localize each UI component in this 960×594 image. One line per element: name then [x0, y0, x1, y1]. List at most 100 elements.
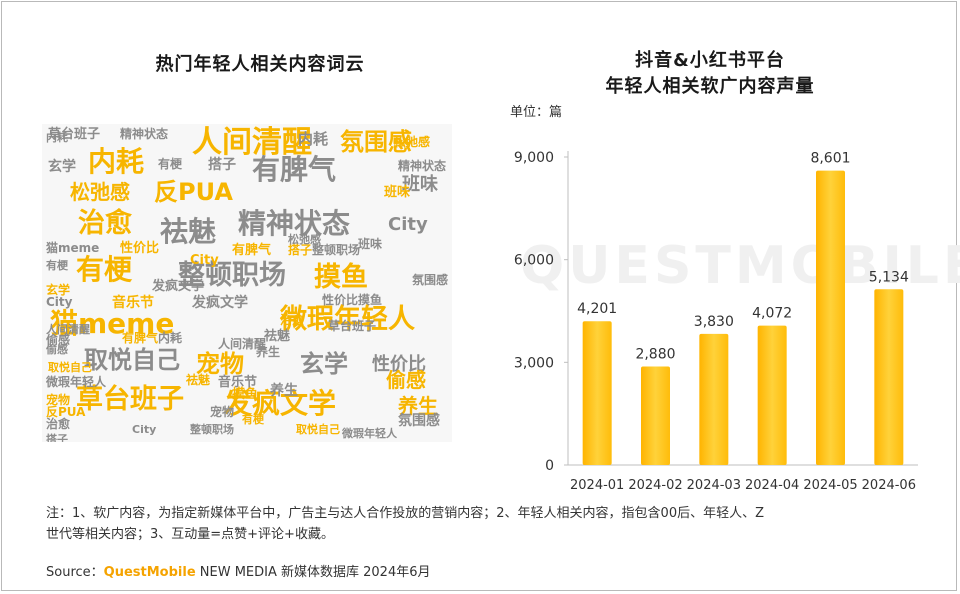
- word-cloud-term: City: [132, 423, 157, 436]
- word-cloud-term: 有脾气: [252, 153, 337, 186]
- word-cloud-term: 玄学: [48, 159, 76, 175]
- word-cloud-term: 氛围感: [340, 128, 412, 156]
- word-cloud-term: 猫meme: [46, 241, 100, 255]
- word-cloud-term: 班味: [384, 185, 411, 200]
- y-tick-label: 0: [545, 458, 554, 474]
- chart-title-line1: 抖音&小红书平台: [635, 50, 785, 71]
- bar-value-label: 8,601: [810, 151, 850, 167]
- word-cloud-term: 有梗: [76, 253, 133, 286]
- bar-value-label: 4,072: [752, 306, 792, 322]
- word-cloud-term: 内耗: [88, 145, 145, 178]
- word-cloud-term: 发疯文学: [152, 279, 205, 294]
- word-cloud-term: 摸鱼: [314, 262, 368, 293]
- word-cloud-term: 养生: [256, 345, 281, 359]
- word-cloud-term: 祛魅: [264, 329, 291, 344]
- word-cloud-term: 宠物: [196, 350, 244, 378]
- bar-2024-05: [816, 170, 845, 465]
- word-cloud-term: 取悦自己: [84, 346, 180, 374]
- word-cloud-term: 人间清醒: [218, 337, 267, 351]
- word-cloud-term: 偷感: [386, 368, 426, 392]
- word-cloud-term: 搭子: [208, 157, 236, 173]
- word-cloud-term: 氛围感: [412, 273, 449, 287]
- word-cloud-term: 有脾气: [232, 243, 272, 258]
- word-cloud-term: 搭子: [46, 433, 68, 442]
- chart-title-line2: 年轻人相关软广内容声量: [605, 76, 815, 97]
- bar-2024-03: [699, 333, 729, 465]
- word-cloud-term: 发疯文学: [224, 387, 337, 420]
- word-cloud-term: 发疯文学: [192, 295, 248, 311]
- x-tick-label: 2024-05: [803, 478, 857, 493]
- word-cloud-term: 有梗: [46, 259, 68, 272]
- source-suffix: NEW MEDIA 新媒体数据库 2024年6月: [195, 565, 431, 580]
- word-cloud-term: 内耗: [158, 331, 183, 345]
- bar-value-label: 5,134: [869, 269, 909, 285]
- word-cloud-term: 摸鱼: [232, 387, 259, 402]
- word-cloud-term: 性价比: [372, 354, 426, 375]
- y-tick-label: 6,000: [514, 253, 554, 269]
- word-cloud-term: 有梗: [242, 413, 264, 426]
- word-cloud-term: 内耗: [46, 131, 68, 144]
- word-cloud-term: 精神状态: [120, 127, 169, 141]
- x-tick-label: 2024-04: [745, 478, 799, 493]
- word-cloud-term: 宠物: [210, 405, 235, 419]
- x-tick-label: 2024-02: [628, 478, 682, 493]
- word-cloud-term: City: [190, 253, 219, 268]
- word-cloud-term: 玄学: [46, 283, 71, 297]
- word-cloud-term: 微瑕年轻人: [342, 427, 397, 440]
- word-cloud-term: 班味: [402, 174, 438, 195]
- word-cloud: 草台班子 精神状态 人间清醒 内耗 氛围感 内耗 有梗 搭子 有脾气 松弛感 反PUA 班味 治愈 祛魅精…: [42, 124, 452, 442]
- word-cloud-term: 性价比: [120, 241, 160, 256]
- word-cloud-term: 微瑕年轻人: [46, 375, 107, 389]
- word-cloud-term: 猫meme: [50, 307, 175, 340]
- word-cloud-term: 草台班子: [48, 127, 101, 142]
- word-cloud-term: 偷感: [46, 333, 71, 347]
- word-cloud-term: 取悦自己: [296, 423, 340, 436]
- word-cloud-term: 反PUA: [46, 405, 86, 419]
- word-cloud-term: 整顿职场: [312, 243, 361, 257]
- footnote-line2: 世代等相关内容；3、互动量=点赞+评论+收藏。: [46, 527, 334, 542]
- bar-2024-02: [641, 366, 670, 465]
- watermark: QUESTMOBILE: [520, 236, 960, 296]
- bar-value-label: 2,880: [635, 346, 675, 362]
- word-cloud-term: 松弛感: [288, 233, 321, 246]
- word-cloud-term: 养生: [270, 383, 298, 399]
- chart-title: 抖音&小红书平台 年轻人相关软广内容声量: [540, 48, 880, 100]
- source-line: Source：QuestMobile NEW MEDIA 新媒体数据库 2024…: [46, 561, 431, 580]
- word-cloud-term: 草台班子: [328, 319, 377, 333]
- word-cloud-term: 松弛感: [394, 135, 431, 149]
- unit-label: 单位：篇: [510, 105, 563, 120]
- word-cloud-term: 人间清醒: [192, 125, 312, 160]
- source-prefix: Source：: [46, 565, 104, 580]
- bar-2024-06: [874, 289, 904, 465]
- word-cloud-term: 微瑕年轻人: [280, 304, 415, 335]
- word-cloud-term: 精神状态: [398, 159, 447, 173]
- word-cloud-term: 内耗: [298, 130, 329, 148]
- word-cloud-term: City: [46, 295, 73, 309]
- word-cloud-term: 反PUA: [154, 178, 233, 206]
- word-cloud-term: 有梗: [158, 157, 183, 171]
- word-cloud-term: 音乐节: [112, 295, 154, 311]
- word-cloud-term: 治愈: [280, 313, 305, 327]
- bar-chart: 0 3,000 6,000 9,000 4,201 2024-01 2,880 2024-02…: [514, 150, 918, 493]
- bar-value-label: 3,830: [694, 314, 734, 330]
- word-cloud-term: 养生: [398, 394, 438, 418]
- word-cloud-term: 性价比: [322, 293, 359, 307]
- word-cloud-term: 祛魅: [186, 373, 211, 387]
- word-cloud-term: 治愈: [46, 417, 71, 431]
- word-cloud-term: 祛魅: [160, 215, 217, 248]
- word-cloud-term: City: [388, 214, 428, 235]
- word-cloud-term: 摸鱼: [358, 293, 383, 307]
- word-cloud-term: 整顿职场: [178, 260, 286, 291]
- word-cloud-term: 音乐节: [218, 375, 258, 390]
- y-tick-label: 9,000: [514, 150, 554, 166]
- y-tick-label: 3,000: [514, 355, 554, 371]
- word-cloud-term: 班味: [358, 237, 383, 251]
- word-cloud-term: 精神状态: [238, 207, 351, 240]
- bar-2024-01: [582, 321, 612, 465]
- word-cloud-term: 有脾气: [122, 331, 159, 345]
- x-tick-label: 2024-03: [687, 478, 741, 493]
- footnote-line1: 注：1、软广内容，为指定新媒体平台中，广告主与达人合作投放的营销内容；2、年轻人…: [46, 506, 764, 521]
- word-cloud-term: 搭子: [288, 243, 313, 257]
- source-brand: QuestMobile: [103, 565, 196, 580]
